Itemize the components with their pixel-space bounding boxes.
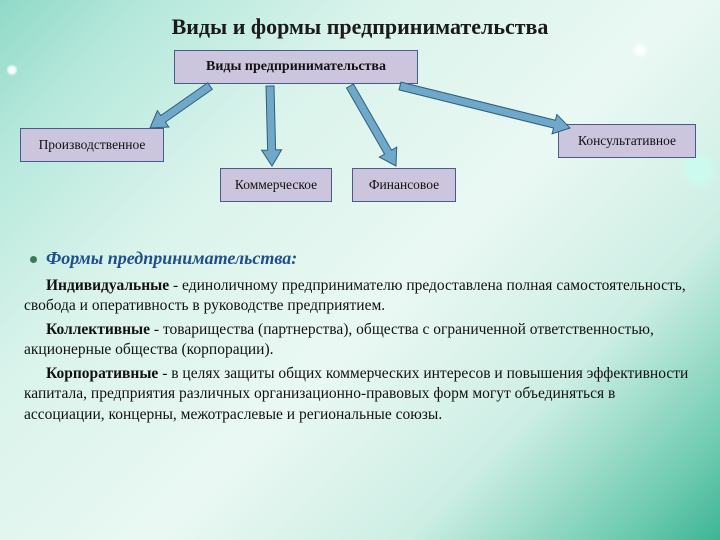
diagram-child-3-label: Консультативное [578,133,676,149]
paragraph-2: Корпоративные - в целях защиты общих ком… [24,364,696,425]
diagram-child-2-label: Финансовое [369,177,439,193]
diagram-child-3: Консультативное [558,124,696,158]
diagram-child-2: Финансовое [352,168,456,202]
paragraph-2-term: Корпоративные [46,365,158,382]
paragraph-1-term: Коллективные [46,321,150,338]
diagram-root-node: Виды предпринимательства [174,50,418,84]
paragraph-0: Индивидуальные - единоличному предприним… [24,276,696,317]
diagram-child-0: Производственное [20,128,164,162]
diagram-root-label: Виды предпринимательства [206,59,386,75]
forms-subtitle: Формы предпринимательства: [46,248,297,269]
diagram-child-1: Коммерческое [220,168,332,202]
slide-title: Виды и формы предпринимательства [0,14,720,40]
paragraph-1: Коллективные - товарищества (партнерства… [24,320,696,361]
bullet-icon [30,256,37,263]
paragraph-0-term: Индивидуальные [46,277,169,294]
slide: Виды и формы предпринимательства Виды пр… [0,0,720,540]
diagram-child-0-label: Производственное [39,137,146,153]
diagram-child-1-label: Коммерческое [235,177,317,193]
